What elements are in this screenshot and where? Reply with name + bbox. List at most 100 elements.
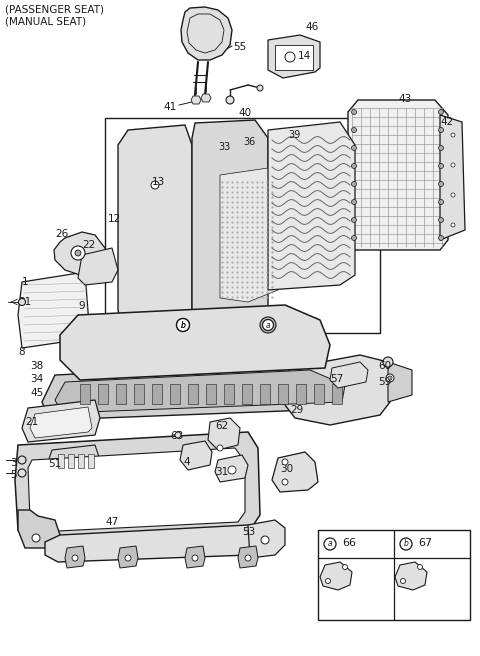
Circle shape: [439, 163, 444, 169]
Text: 33: 33: [218, 142, 230, 152]
Text: 46: 46: [305, 22, 318, 32]
Circle shape: [351, 218, 357, 222]
Bar: [78, 454, 84, 468]
Polygon shape: [330, 362, 368, 388]
Circle shape: [75, 250, 81, 256]
Text: 42: 42: [440, 117, 453, 127]
Circle shape: [260, 317, 276, 333]
Circle shape: [351, 236, 357, 241]
Text: 14: 14: [298, 51, 311, 61]
Text: 39: 39: [288, 130, 300, 140]
Text: 34: 34: [30, 374, 43, 384]
Circle shape: [19, 298, 25, 306]
Bar: [314, 384, 324, 404]
Circle shape: [72, 555, 78, 561]
Text: 55: 55: [233, 42, 246, 52]
Polygon shape: [268, 35, 320, 78]
Bar: [98, 384, 108, 404]
Circle shape: [175, 432, 181, 438]
Bar: [224, 384, 234, 404]
Text: 36: 36: [243, 137, 255, 147]
Circle shape: [228, 466, 236, 474]
Bar: [152, 384, 162, 404]
Polygon shape: [47, 445, 100, 478]
Text: (MANUAL SEAT): (MANUAL SEAT): [5, 17, 86, 27]
Bar: [58, 454, 64, 468]
Circle shape: [351, 146, 357, 150]
Circle shape: [282, 479, 288, 485]
Circle shape: [254, 311, 282, 339]
Bar: [260, 384, 270, 404]
Text: 38: 38: [30, 361, 43, 371]
Circle shape: [217, 445, 223, 451]
Bar: [80, 384, 90, 404]
Text: 40: 40: [238, 108, 251, 118]
Text: a: a: [328, 539, 332, 548]
Circle shape: [226, 96, 234, 104]
Circle shape: [439, 236, 444, 241]
Polygon shape: [395, 562, 427, 590]
Polygon shape: [192, 120, 268, 335]
Polygon shape: [215, 455, 248, 482]
Circle shape: [439, 182, 444, 186]
Circle shape: [351, 182, 357, 186]
Circle shape: [400, 538, 412, 550]
Polygon shape: [18, 510, 60, 548]
Circle shape: [343, 565, 348, 569]
Text: b: b: [404, 539, 408, 548]
Text: 21: 21: [25, 417, 38, 427]
Text: b: b: [180, 321, 185, 329]
Text: (PASSENGER SEAT): (PASSENGER SEAT): [5, 5, 104, 15]
Text: 22: 22: [82, 240, 95, 250]
Circle shape: [388, 376, 392, 380]
Text: 41: 41: [163, 102, 176, 112]
Bar: [68, 454, 74, 468]
Text: 47: 47: [105, 517, 118, 527]
Text: 29: 29: [290, 405, 303, 415]
Text: b: b: [180, 321, 185, 329]
Circle shape: [285, 52, 295, 62]
Bar: [88, 454, 94, 468]
Circle shape: [261, 536, 269, 544]
Text: 60: 60: [378, 361, 391, 371]
Text: a: a: [266, 321, 270, 329]
Circle shape: [263, 319, 274, 331]
Text: 9: 9: [78, 301, 84, 311]
Polygon shape: [440, 115, 465, 240]
Text: 62: 62: [215, 421, 228, 431]
Bar: [332, 384, 342, 404]
Polygon shape: [191, 96, 201, 104]
Polygon shape: [285, 355, 395, 425]
Circle shape: [439, 218, 444, 222]
Circle shape: [451, 223, 455, 227]
Text: 43: 43: [398, 94, 411, 104]
Circle shape: [71, 246, 85, 260]
Circle shape: [125, 555, 131, 561]
Text: 31: 31: [215, 467, 228, 477]
Polygon shape: [180, 441, 212, 470]
Bar: [206, 384, 216, 404]
Text: 67: 67: [418, 538, 432, 548]
Circle shape: [245, 555, 251, 561]
Circle shape: [177, 319, 190, 331]
Polygon shape: [388, 362, 412, 402]
Circle shape: [324, 538, 336, 550]
Polygon shape: [42, 362, 365, 420]
Polygon shape: [181, 7, 232, 60]
Circle shape: [351, 199, 357, 205]
Text: 4: 4: [183, 457, 190, 467]
Polygon shape: [248, 520, 285, 558]
Bar: [134, 384, 144, 404]
Circle shape: [451, 133, 455, 137]
Polygon shape: [118, 546, 138, 568]
Circle shape: [325, 579, 331, 583]
Text: 57: 57: [330, 374, 343, 384]
Text: 8: 8: [18, 347, 24, 357]
Text: 3: 3: [10, 458, 17, 468]
Text: 12: 12: [108, 214, 121, 224]
Bar: [275, 45, 313, 70]
Circle shape: [351, 110, 357, 115]
Circle shape: [439, 146, 444, 150]
Text: 13: 13: [152, 177, 165, 187]
Text: 1: 1: [22, 277, 29, 287]
